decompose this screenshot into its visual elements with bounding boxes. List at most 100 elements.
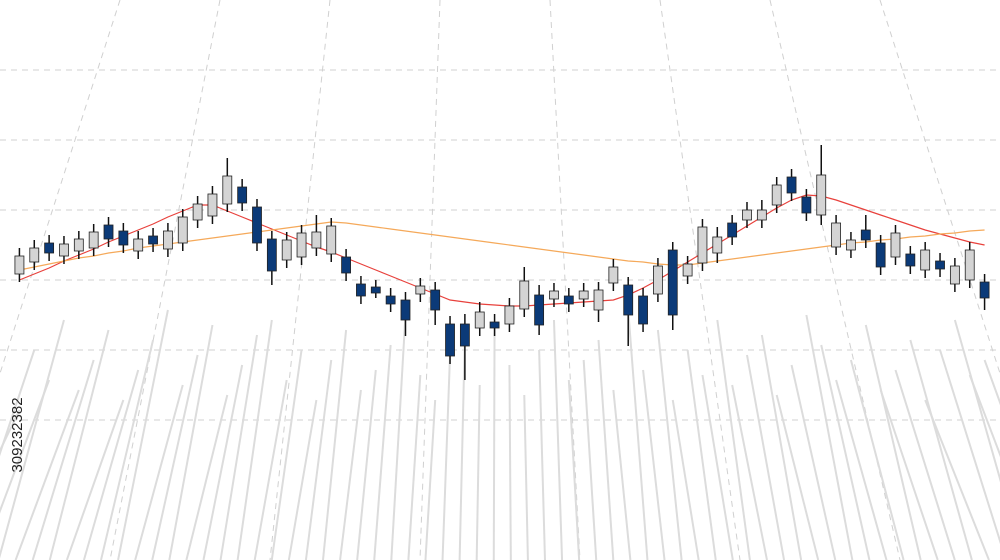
candle-body — [326, 225, 337, 255]
candle-body — [341, 256, 351, 274]
candle-body — [846, 239, 856, 251]
candle-body — [459, 323, 470, 347]
volume-bar — [253, 379, 288, 560]
volume-bar — [567, 379, 581, 560]
volume-bar — [0, 409, 21, 453]
volume-bar — [909, 339, 973, 560]
volume-bar — [492, 324, 496, 560]
candle-body — [29, 247, 40, 263]
candle-body — [266, 238, 277, 272]
candle-body — [118, 230, 129, 246]
candle-body — [682, 263, 693, 277]
candle-body — [14, 255, 25, 275]
image-id: 309232382 — [9, 397, 26, 472]
candle-body — [534, 294, 545, 326]
candle-body — [207, 193, 218, 217]
volume-bar — [356, 369, 377, 560]
volume-bar — [322, 329, 348, 560]
volume-bar — [339, 389, 362, 560]
candle-body — [697, 226, 708, 264]
volume-bar — [168, 324, 214, 560]
volume-bar — [134, 384, 184, 560]
volume-bar — [65, 399, 125, 560]
volume-bar — [894, 369, 956, 560]
candle-body — [177, 216, 188, 244]
candle-body — [163, 230, 173, 250]
candle-body — [653, 265, 663, 295]
candle-body — [133, 238, 144, 252]
volume-bar — [304, 359, 333, 560]
moving-average — [19, 194, 985, 307]
candle-body — [608, 266, 619, 284]
candle-body — [281, 239, 292, 261]
volume-bar — [656, 329, 683, 560]
volume-bar — [475, 384, 481, 560]
volume-bar — [849, 359, 905, 560]
candle-body — [979, 281, 990, 299]
candle-body — [222, 175, 233, 205]
candle-body — [237, 186, 248, 204]
candle-body — [831, 222, 841, 248]
volume-bar — [835, 379, 888, 560]
candle-body — [875, 242, 886, 268]
volume-bar — [100, 339, 155, 560]
volume-bar — [0, 349, 36, 457]
volume-bar — [31, 359, 95, 560]
volume-bar — [0, 379, 51, 514]
volume-bar — [983, 359, 1000, 406]
candle-body — [549, 290, 559, 300]
candle-body — [593, 289, 604, 311]
volume-bar — [805, 314, 854, 560]
candle-body — [296, 232, 307, 258]
candle-body — [949, 265, 960, 285]
volume-bar — [701, 374, 734, 560]
volume-bar — [219, 334, 258, 560]
candle-body — [400, 299, 411, 321]
candle-body — [88, 231, 99, 249]
volume-bar — [117, 309, 169, 560]
volume-bar — [968, 374, 1000, 458]
volume-bar — [508, 364, 512, 560]
candle-body — [771, 184, 782, 206]
candle-body — [73, 238, 84, 252]
volume-bar — [924, 399, 990, 560]
candle-body — [148, 235, 158, 245]
candle-body — [667, 249, 678, 316]
volume-bar — [790, 364, 837, 560]
candle-body — [59, 243, 69, 257]
candle-body — [801, 196, 812, 214]
volume-bar — [864, 324, 922, 560]
candle-body — [890, 232, 901, 258]
volume-bar — [390, 314, 407, 560]
candle-body — [742, 209, 752, 221]
volume-bar — [582, 359, 598, 560]
volume-bar — [424, 399, 437, 560]
candle-body — [563, 295, 574, 305]
volume-bar — [287, 399, 318, 560]
volume-bar — [716, 319, 751, 560]
candle-body — [385, 295, 396, 305]
volume-bar — [202, 364, 244, 560]
candle-body — [445, 323, 455, 357]
volume-bar — [0, 319, 65, 559]
candle-body — [920, 249, 931, 271]
candle-body — [935, 260, 945, 270]
volume-bar — [552, 319, 564, 560]
candle-body — [252, 206, 262, 244]
candle-body — [504, 305, 515, 325]
candle-body — [311, 231, 322, 249]
volume-bar — [612, 389, 632, 560]
volume-bar — [407, 374, 422, 560]
volume-bar — [760, 334, 803, 560]
volume-bar — [441, 354, 452, 560]
volume-bar — [151, 354, 199, 560]
volume-bar — [879, 389, 939, 560]
volume-bar — [671, 399, 700, 560]
volume-bar — [820, 344, 871, 560]
volume-bar — [597, 339, 615, 560]
candle-body — [905, 253, 916, 267]
volume-bar — [746, 354, 786, 560]
volume-bar — [686, 349, 717, 560]
candle-body — [816, 174, 827, 216]
